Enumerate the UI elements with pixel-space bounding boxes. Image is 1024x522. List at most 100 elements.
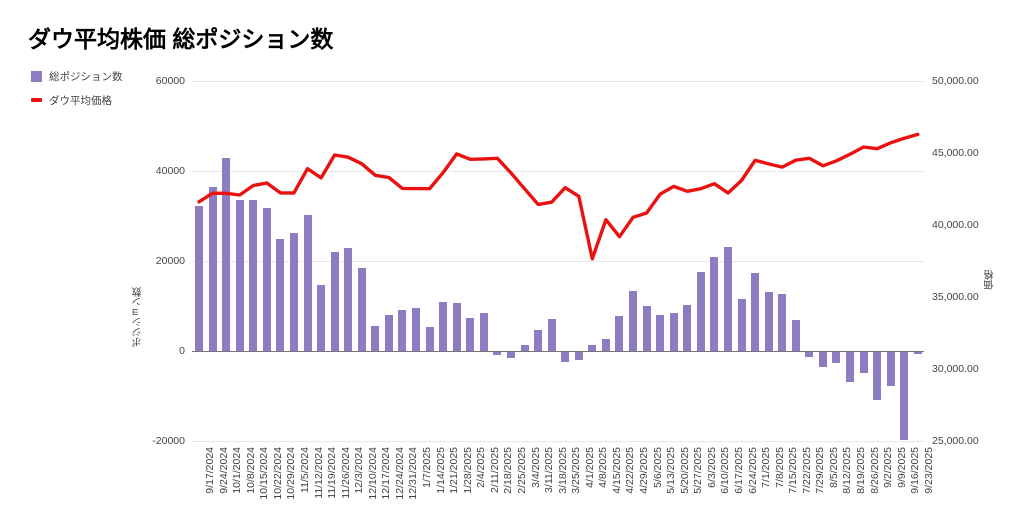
x-axis-label: 11/12/2024 [312, 447, 325, 499]
bar-2/25/2025 [506, 351, 515, 358]
x-axis-label: 5/20/2025 [678, 447, 691, 494]
left-axis-tick: 40000 [155, 165, 185, 177]
x-axis-label: 10/29/2024 [285, 447, 298, 500]
x-axis-label: 12/17/2024 [380, 447, 393, 500]
x-axis-label: 10/22/2024 [271, 447, 284, 500]
bar-10/29/2024 [276, 238, 285, 351]
bar-12/24/2024 [384, 315, 393, 351]
x-axis-label: 7/29/2025 [814, 447, 827, 494]
plot-area [192, 81, 924, 442]
bar-6/17/2025 [723, 246, 732, 351]
x-axis-label: 4/1/2025 [583, 447, 596, 488]
x-axis-label: 12/3/2024 [353, 447, 366, 494]
left-axis-tick: 0 [179, 345, 185, 357]
x-axis-label: 3/18/2025 [556, 447, 569, 494]
bar-12/10/2024 [357, 268, 366, 351]
bar-11/19/2024 [317, 284, 326, 351]
bar-7/15/2025 [778, 293, 787, 351]
x-axis-label: 5/27/2025 [692, 447, 705, 494]
right-axis-tick: 35,000.00 [932, 291, 979, 303]
x-axis-label: 1/7/2025 [421, 447, 433, 488]
bar-1/28/2025 [452, 303, 461, 351]
x-axis-label: 2/11/2025 [488, 447, 501, 493]
x-axis-label: 7/22/2025 [800, 447, 813, 494]
bar-6/24/2025 [737, 298, 746, 351]
bar-5/20/2025 [669, 312, 678, 351]
bar-6/3/2025 [696, 271, 705, 351]
right-axis-tick: 25,000.00 [932, 435, 979, 447]
bar-1/14/2025 [425, 326, 434, 351]
bar-series-swatch-icon [31, 70, 42, 82]
gridline [192, 261, 924, 262]
right-axis-tick: 40,000.00 [932, 219, 979, 231]
x-axis-label: 9/24/2024 [217, 447, 230, 494]
x-axis-label: 8/12/2025 [841, 447, 854, 494]
x-axis-label: 1/28/2025 [461, 447, 474, 494]
legend-label-positions: 総ポジション数 [49, 70, 123, 83]
x-axis-label: 11/26/2024 [339, 447, 352, 499]
x-axis-label: 11/19/2024 [326, 447, 339, 499]
x-axis-label: 9/9/2025 [895, 447, 908, 488]
bar-5/6/2025 [642, 306, 651, 351]
gridline [192, 441, 924, 442]
x-axis-label: 8/5/2025 [827, 447, 840, 488]
bar-12/3/2024 [344, 248, 353, 351]
x-axis-label: 6/10/2025 [719, 447, 732, 494]
x-axis-label: 2/25/2025 [515, 447, 528, 494]
x-axis-label: 4/22/2025 [624, 447, 637, 494]
x-axis-label: 1/21/2025 [448, 447, 461, 494]
bar-10/22/2024 [262, 208, 271, 351]
bar-2/4/2025 [466, 318, 475, 351]
bar-7/22/2025 [791, 319, 800, 351]
x-axis-label: 9/17/2024 [204, 447, 216, 494]
x-axis-label: 9/23/2025 [922, 447, 935, 494]
x-axis-label: 4/8/2025 [597, 447, 610, 488]
bar-9/2/2025 [873, 351, 882, 401]
bar-11/12/2024 [303, 215, 312, 351]
left-axis-tick: 60000 [155, 75, 185, 87]
x-axis-label: 4/29/2025 [638, 447, 651, 494]
bar-4/8/2025 [588, 345, 597, 351]
bar-10/1/2024 [222, 158, 231, 351]
bar-8/5/2025 [818, 351, 827, 367]
right-axis-tick: 30,000.00 [932, 363, 979, 375]
x-axis-label: 10/1/2024 [231, 447, 244, 494]
bar-10/8/2024 [235, 199, 244, 351]
bar-5/13/2025 [656, 315, 665, 351]
x-axis-label: 6/17/2025 [732, 447, 745, 494]
legend-item-positions: 総ポジション数 [31, 70, 123, 83]
right-axis-tick: 50,000.00 [932, 75, 979, 87]
x-axis-label: 5/13/2025 [665, 447, 678, 494]
x-axis-label: 9/16/2025 [909, 447, 922, 494]
x-axis-label: 3/4/2025 [529, 447, 542, 488]
right-axis-title: 価格 [985, 270, 996, 290]
x-axis-label: 12/31/2024 [407, 447, 420, 500]
bar-9/9/2025 [886, 351, 895, 386]
bar-12/31/2024 [398, 310, 407, 351]
x-axis-label: 2/4/2025 [475, 447, 488, 488]
x-axis-label: 10/15/2024 [258, 447, 271, 500]
legend: 総ポジション数 ダウ平均価格 [31, 70, 123, 118]
bar-5/27/2025 [683, 305, 692, 351]
bar-7/29/2025 [805, 351, 814, 357]
legend-item-price: ダウ平均価格 [31, 94, 123, 107]
bar-4/29/2025 [629, 291, 638, 351]
bar-8/12/2025 [832, 351, 841, 364]
bar-4/22/2025 [615, 315, 624, 351]
legend-label-price: ダウ平均価格 [49, 94, 112, 107]
x-axis-label: 1/14/2025 [434, 447, 447, 494]
x-axis-label: 3/11/2025 [543, 447, 556, 493]
bar-9/24/2024 [208, 187, 217, 351]
left-axis-title: ポジション数 [133, 287, 144, 347]
price-line [197, 132, 920, 261]
bar-3/25/2025 [561, 351, 570, 362]
zero-baseline [192, 351, 924, 352]
bar-3/18/2025 [547, 318, 556, 351]
x-axis-label: 7/8/2025 [773, 447, 786, 488]
bar-4/1/2025 [574, 351, 583, 360]
x-axis-label: 3/25/2025 [570, 447, 583, 494]
bar-12/17/2024 [371, 325, 380, 351]
x-axis-label: 6/3/2025 [705, 447, 718, 488]
bar-6/10/2025 [710, 257, 719, 351]
